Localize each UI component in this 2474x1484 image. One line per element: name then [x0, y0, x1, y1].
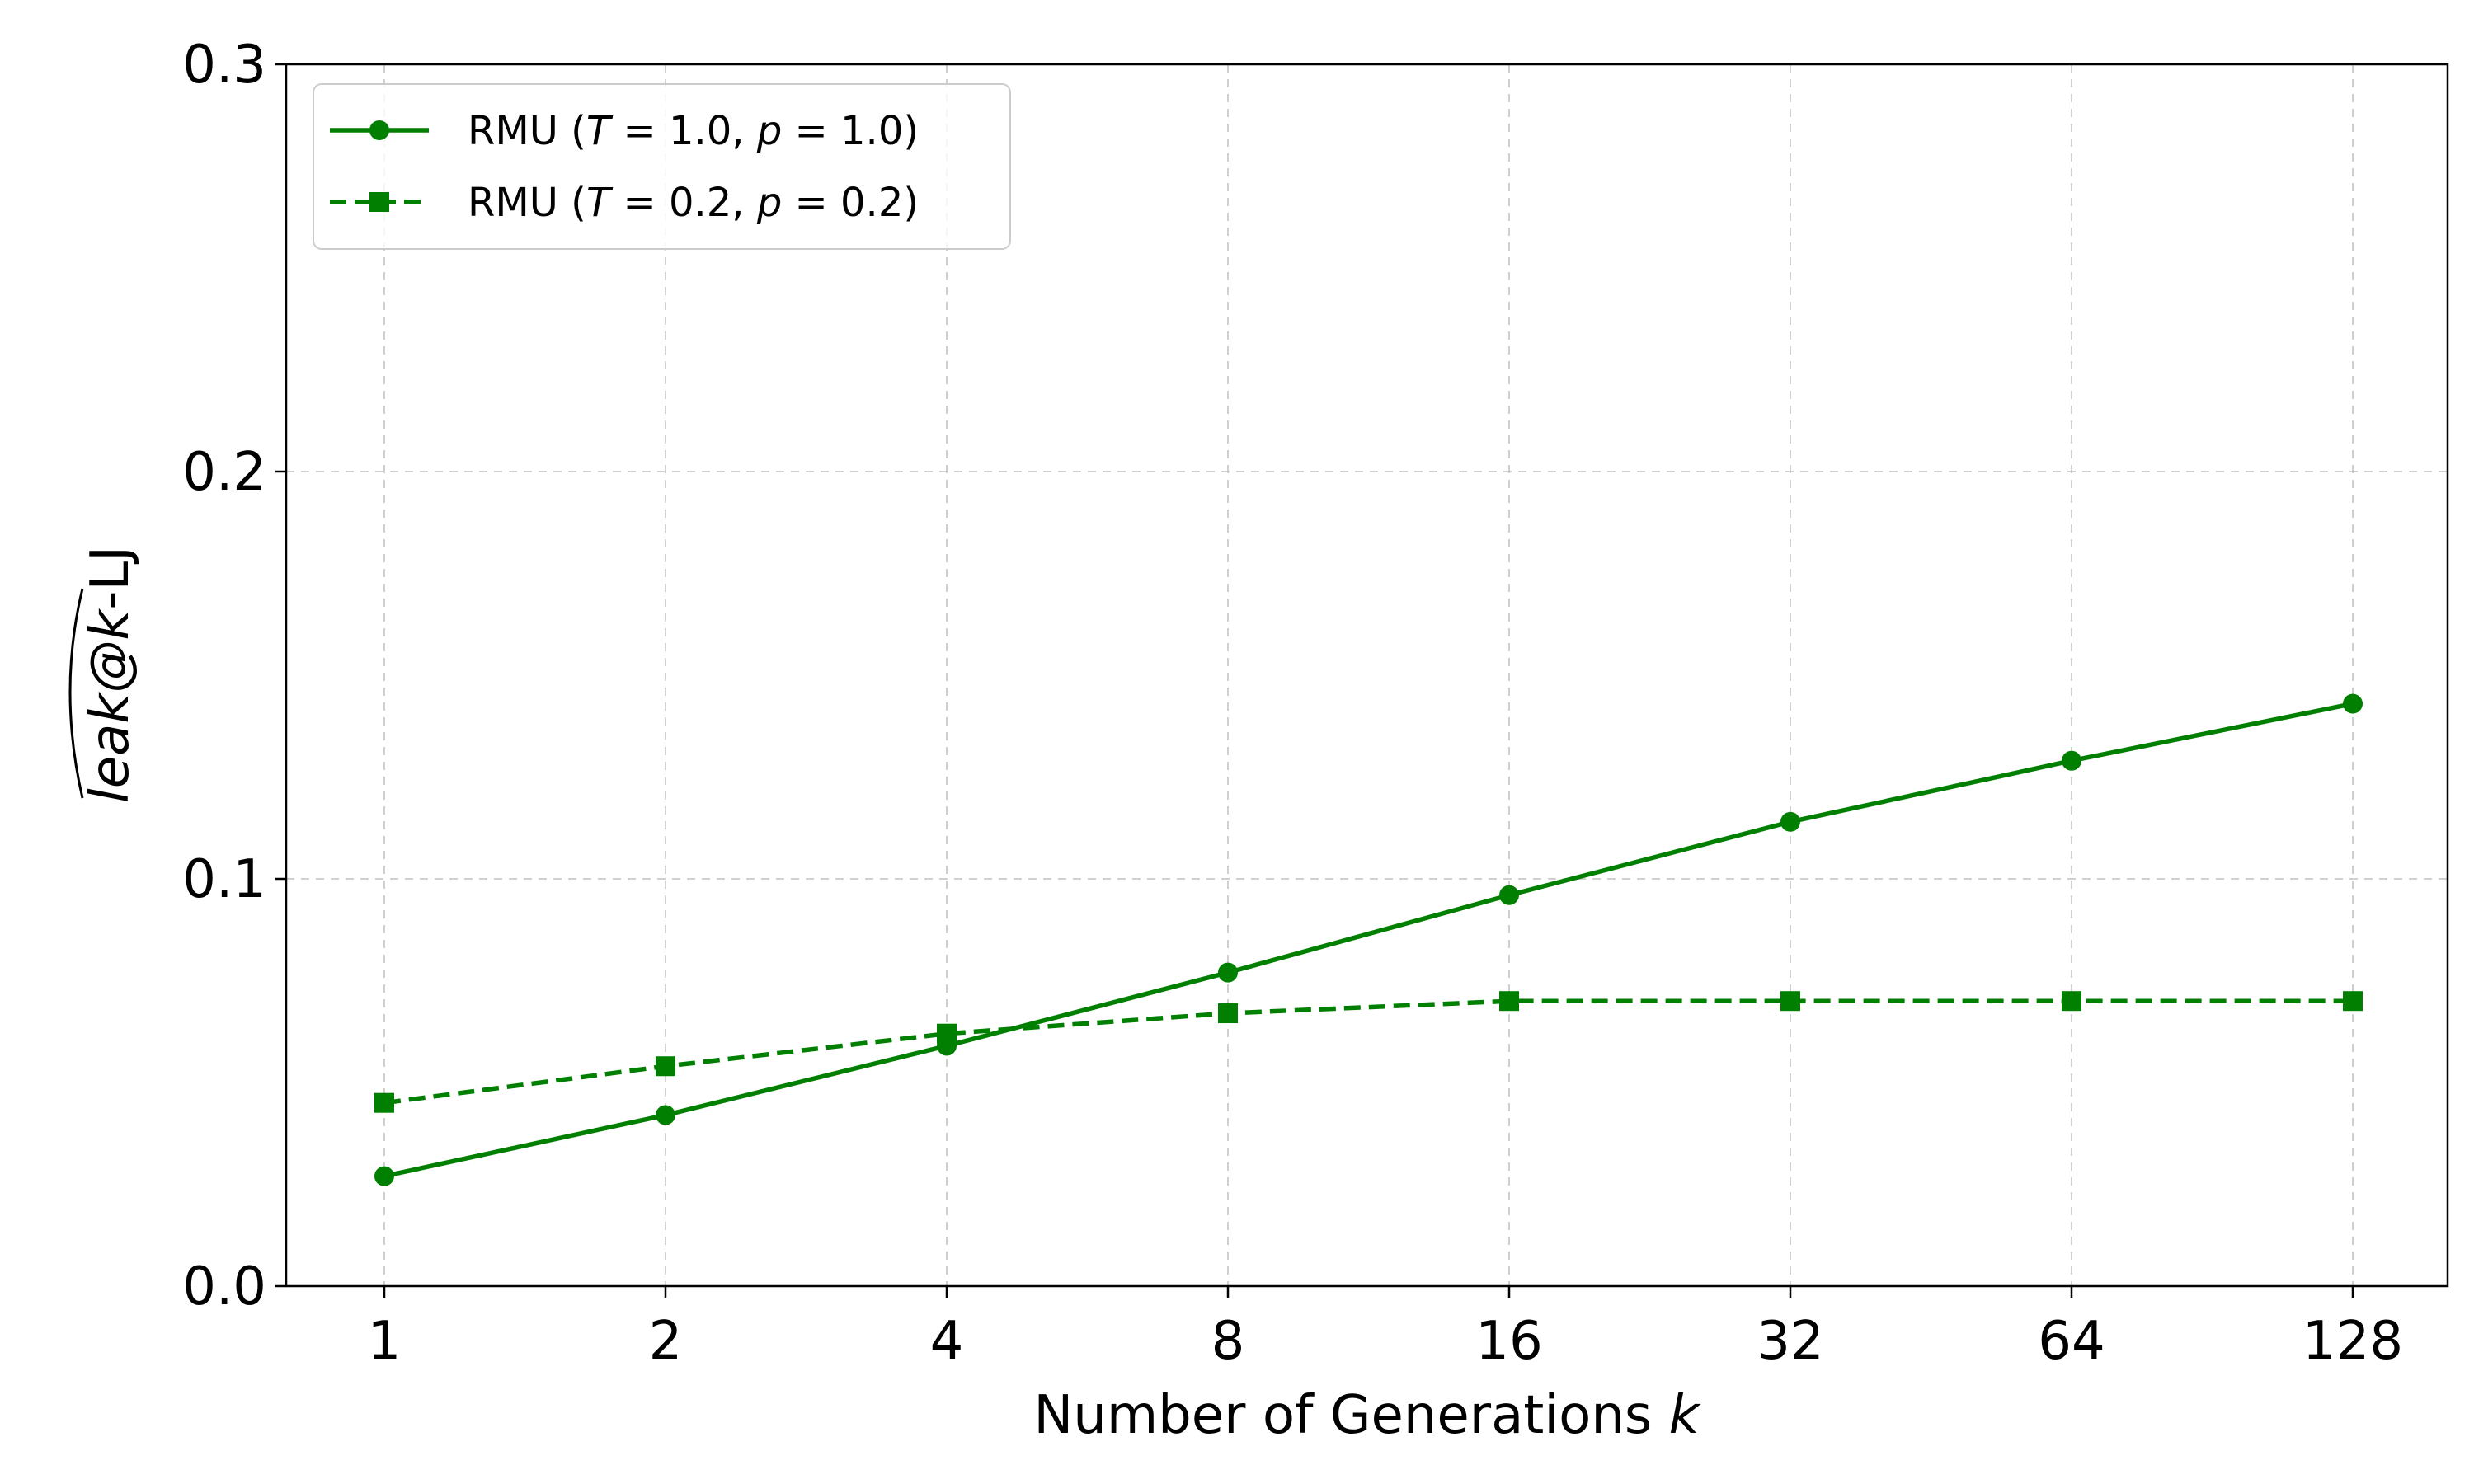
- series-2-point: [937, 1023, 957, 1044]
- series-2-point: [2343, 991, 2363, 1012]
- series-1-point: [1780, 811, 1800, 832]
- series-2-point: [1218, 1003, 1238, 1024]
- legend: RMU (T = 1.0, p = 1.0) RMU (T = 0.2, p =…: [313, 83, 1011, 250]
- y-tick-label: 0.0: [182, 1256, 266, 1317]
- y-tick-label: 0.3: [182, 35, 266, 96]
- plot-frame: [285, 63, 2449, 1288]
- legend-label-series-1: RMU (T = 1.0, p = 1.0): [468, 108, 919, 154]
- series-1-point: [374, 1166, 394, 1186]
- y-axis-title-main: leak@: [80, 641, 141, 803]
- series-1-point: [1499, 885, 1519, 905]
- y-axis-title-var: k: [80, 608, 141, 641]
- legend-marker-square: [369, 192, 389, 212]
- series-2-point: [1780, 991, 1800, 1012]
- series-1-point: [656, 1105, 675, 1125]
- x-tick-label: 1: [368, 1311, 402, 1372]
- x-tick-label: 2: [649, 1311, 683, 1372]
- series-1-point: [2343, 693, 2363, 714]
- x-axis-title-main: Number of Generations: [1033, 1385, 1668, 1446]
- svg-text:leak@k-LJ: leak@k-LJ: [80, 546, 141, 803]
- series-line-1: [383, 701, 2354, 1179]
- series-1-point: [2062, 750, 2081, 771]
- x-tick-label: 4: [930, 1311, 964, 1372]
- series-2-point: [1499, 991, 1519, 1012]
- series-2-point: [656, 1056, 675, 1077]
- y-axis-title-hat: [68, 588, 84, 799]
- x-tick-label: 128: [2302, 1311, 2403, 1372]
- legend-box: [313, 83, 1011, 250]
- y-tick-label: 0.1: [182, 849, 266, 910]
- series-2-point: [2062, 991, 2081, 1012]
- y-tick-label: 0.2: [182, 442, 266, 503]
- series-1-point: [1218, 962, 1238, 983]
- series-line-2: [383, 998, 2353, 1106]
- x-axis-title-var: k: [1669, 1385, 1702, 1446]
- x-tick-label: 32: [1757, 1311, 1823, 1372]
- legend-label-series-2: RMU (T = 0.2, p = 0.2): [468, 180, 919, 226]
- y-axis-title-suffix: -LJ: [80, 546, 141, 610]
- ticks: 1 2 4 8 16 32 64 128 0.0 0.1 0.2 0.3: [182, 35, 2403, 1372]
- series-2-point: [374, 1092, 394, 1113]
- x-tick-label: 16: [1475, 1311, 1542, 1372]
- x-tick-label: 64: [2038, 1311, 2105, 1372]
- x-tick-label: 8: [1211, 1311, 1245, 1372]
- series-layer: [374, 693, 2363, 1186]
- x-axis-title: Number of Generations k: [1033, 1385, 1701, 1446]
- legend-marker-circle: [369, 120, 389, 140]
- y-axis-title: leak@k-LJ: [68, 546, 141, 803]
